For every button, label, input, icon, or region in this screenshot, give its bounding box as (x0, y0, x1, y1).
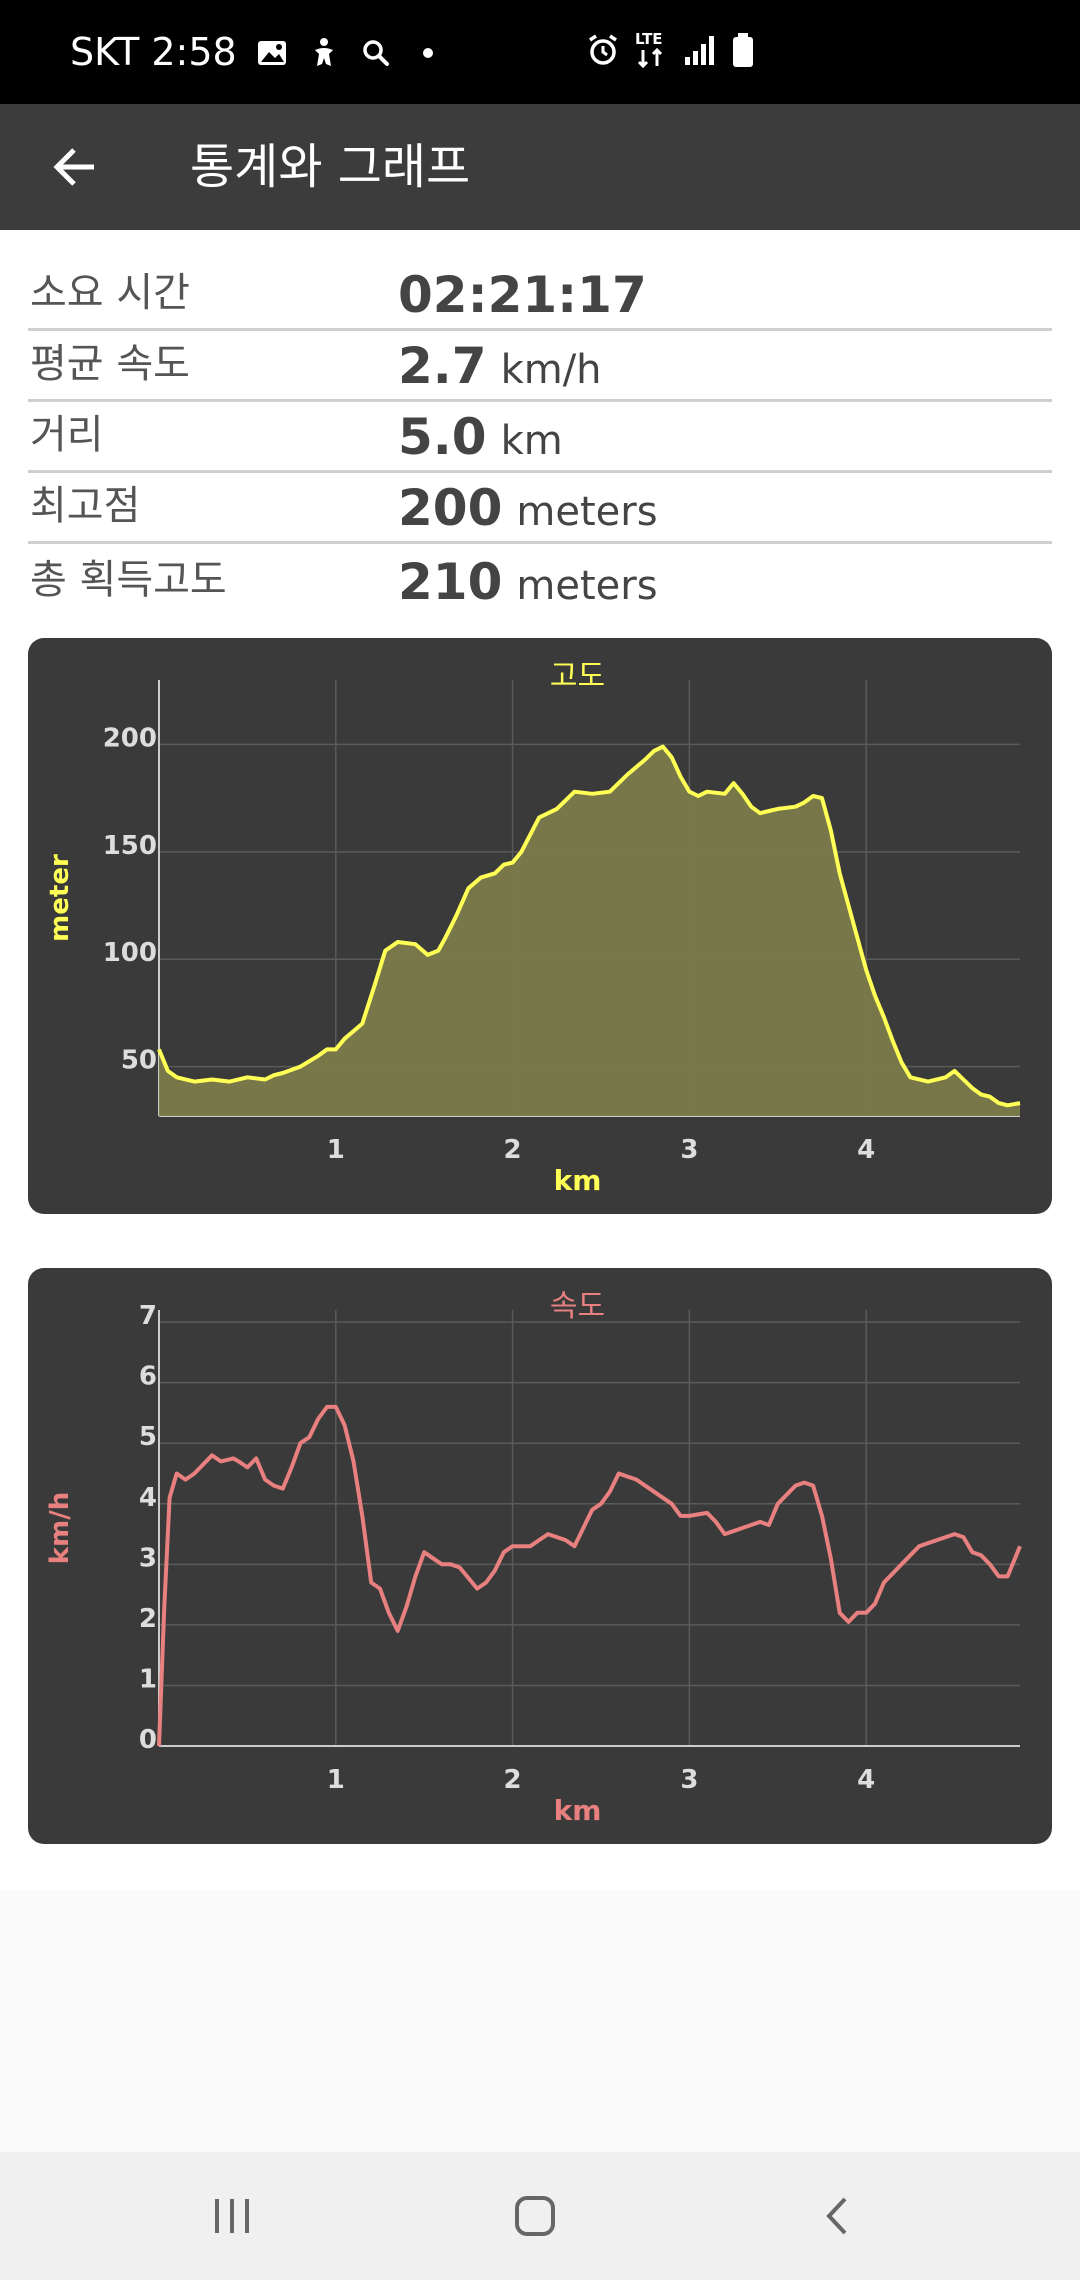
y-tick-label: 150 (103, 831, 157, 861)
speed-chart-card: 1 2 3 4 0 1 2 3 4 5 6 7 속도 km km/h (28, 1268, 1052, 1844)
gallery-icon (255, 35, 289, 69)
stat-label: 최고점 (30, 483, 141, 529)
y-tick-label: 100 (103, 938, 157, 968)
stat-value: 02:21:17 (398, 266, 647, 324)
y-tick-label: 3 (139, 1543, 157, 1573)
y-axis-label: meter (45, 854, 75, 942)
y-tick-label: 5 (139, 1422, 157, 1452)
status-bar: SKT 2:58 LTE (0, 0, 1080, 104)
arrow-left-icon (53, 148, 94, 186)
x-tick-label: 3 (680, 1135, 698, 1165)
empty-space (0, 1890, 1080, 2152)
navigation-bar (0, 2152, 1080, 2280)
app-bar: 통계와 그래프 (0, 104, 1080, 230)
series-area (159, 746, 1020, 1116)
back-button[interactable] (40, 132, 110, 202)
stat-row-duration: 소요 시간 02:21:17 (28, 260, 1052, 331)
chart-title: 속도 (550, 1289, 605, 1324)
dot-icon (411, 35, 445, 69)
alarm-icon (585, 32, 621, 72)
carrier-time: SKT 2:58 (70, 30, 237, 74)
stat-value-group: 210 meters (398, 553, 658, 611)
x-tick-label: 4 (857, 1135, 875, 1165)
stat-unit: km (500, 418, 563, 464)
chart-title: 고도 (550, 659, 605, 694)
y-tick-label: 50 (121, 1046, 157, 1076)
accessibility-icon (307, 35, 341, 69)
signal-icon (683, 33, 717, 71)
y-tick-label: 1 (139, 1664, 157, 1694)
stat-label: 거리 (30, 412, 104, 458)
stat-unit: meters (516, 489, 658, 535)
x-axis-label: km (554, 1794, 602, 1827)
status-left: SKT 2:58 (70, 0, 445, 104)
page-title: 통계와 그래프 (190, 139, 471, 195)
chevron-left-icon (826, 2197, 847, 2235)
stat-value: 210 (398, 553, 503, 611)
stat-unit: meters (516, 563, 658, 609)
recent-apps-icon (215, 2199, 249, 2233)
y-tick-label: 7 (139, 1301, 157, 1331)
stat-row-total-ascent: 총 획득고도 210 meters (28, 544, 1052, 615)
x-axis-label: km (554, 1164, 602, 1197)
lte-text: LTE (635, 30, 663, 48)
stat-row-distance: 거리 5.0 km (28, 402, 1052, 473)
lte-icon: LTE (635, 30, 669, 74)
stat-label: 총 획득고도 (30, 557, 227, 603)
stat-value: 200 (398, 479, 503, 537)
stat-row-max-altitude: 최고점 200 meters (28, 473, 1052, 544)
status-right: LTE (585, 0, 755, 104)
y-tick-label: 6 (139, 1362, 157, 1392)
battery-icon (731, 32, 755, 72)
speed-chart: 1 2 3 4 0 1 2 3 4 5 6 7 속도 km km/h (45, 1289, 1022, 1827)
stat-value: 5.0 (398, 408, 487, 466)
series-line (157, 744, 1021, 1108)
home-button[interactable] (475, 2172, 595, 2260)
x-tick-label: 4 (857, 1765, 875, 1795)
series-line (157, 1404, 1022, 1747)
x-tick-label: 2 (504, 1765, 522, 1795)
stat-value-group: 5.0 km (398, 408, 563, 466)
x-tick-label: 1 (327, 1135, 345, 1165)
stat-value-group: 02:21:17 (398, 266, 661, 324)
home-icon (515, 2196, 555, 2236)
recent-apps-button[interactable] (172, 2172, 292, 2260)
nav-back-button[interactable] (778, 2172, 898, 2260)
stat-label: 평균 속도 (30, 341, 190, 387)
stat-value: 2.7 (398, 337, 487, 395)
stat-value-group: 2.7 km/h (398, 337, 602, 395)
altitude-chart: 1 2 3 4 50 100 150 200 고도 km meter (45, 659, 1021, 1197)
stat-label: 소요 시간 (30, 270, 190, 316)
altitude-chart-card: 1 2 3 4 50 100 150 200 고도 km meter (28, 638, 1052, 1214)
content-area: 소요 시간 02:21:17 평균 속도 2.7 km/h 거리 5.0 km 최고… (0, 230, 1080, 1890)
x-tick-label: 1 (327, 1765, 345, 1795)
x-tick-label: 3 (680, 1765, 698, 1795)
x-tick-label: 2 (504, 1135, 522, 1165)
y-tick-label: 0 (139, 1725, 157, 1755)
stat-value-group: 200 meters (398, 479, 658, 537)
stat-unit: km/h (500, 347, 602, 393)
y-tick-label: 2 (139, 1604, 157, 1634)
search-icon (359, 35, 393, 69)
y-axis-label: km/h (45, 1492, 75, 1564)
y-tick-label: 200 (103, 723, 157, 753)
stats-table: 소요 시간 02:21:17 평균 속도 2.7 km/h 거리 5.0 km 최고… (28, 260, 1052, 615)
y-tick-label: 4 (139, 1483, 157, 1513)
stat-row-avg-speed: 평균 속도 2.7 km/h (28, 331, 1052, 402)
